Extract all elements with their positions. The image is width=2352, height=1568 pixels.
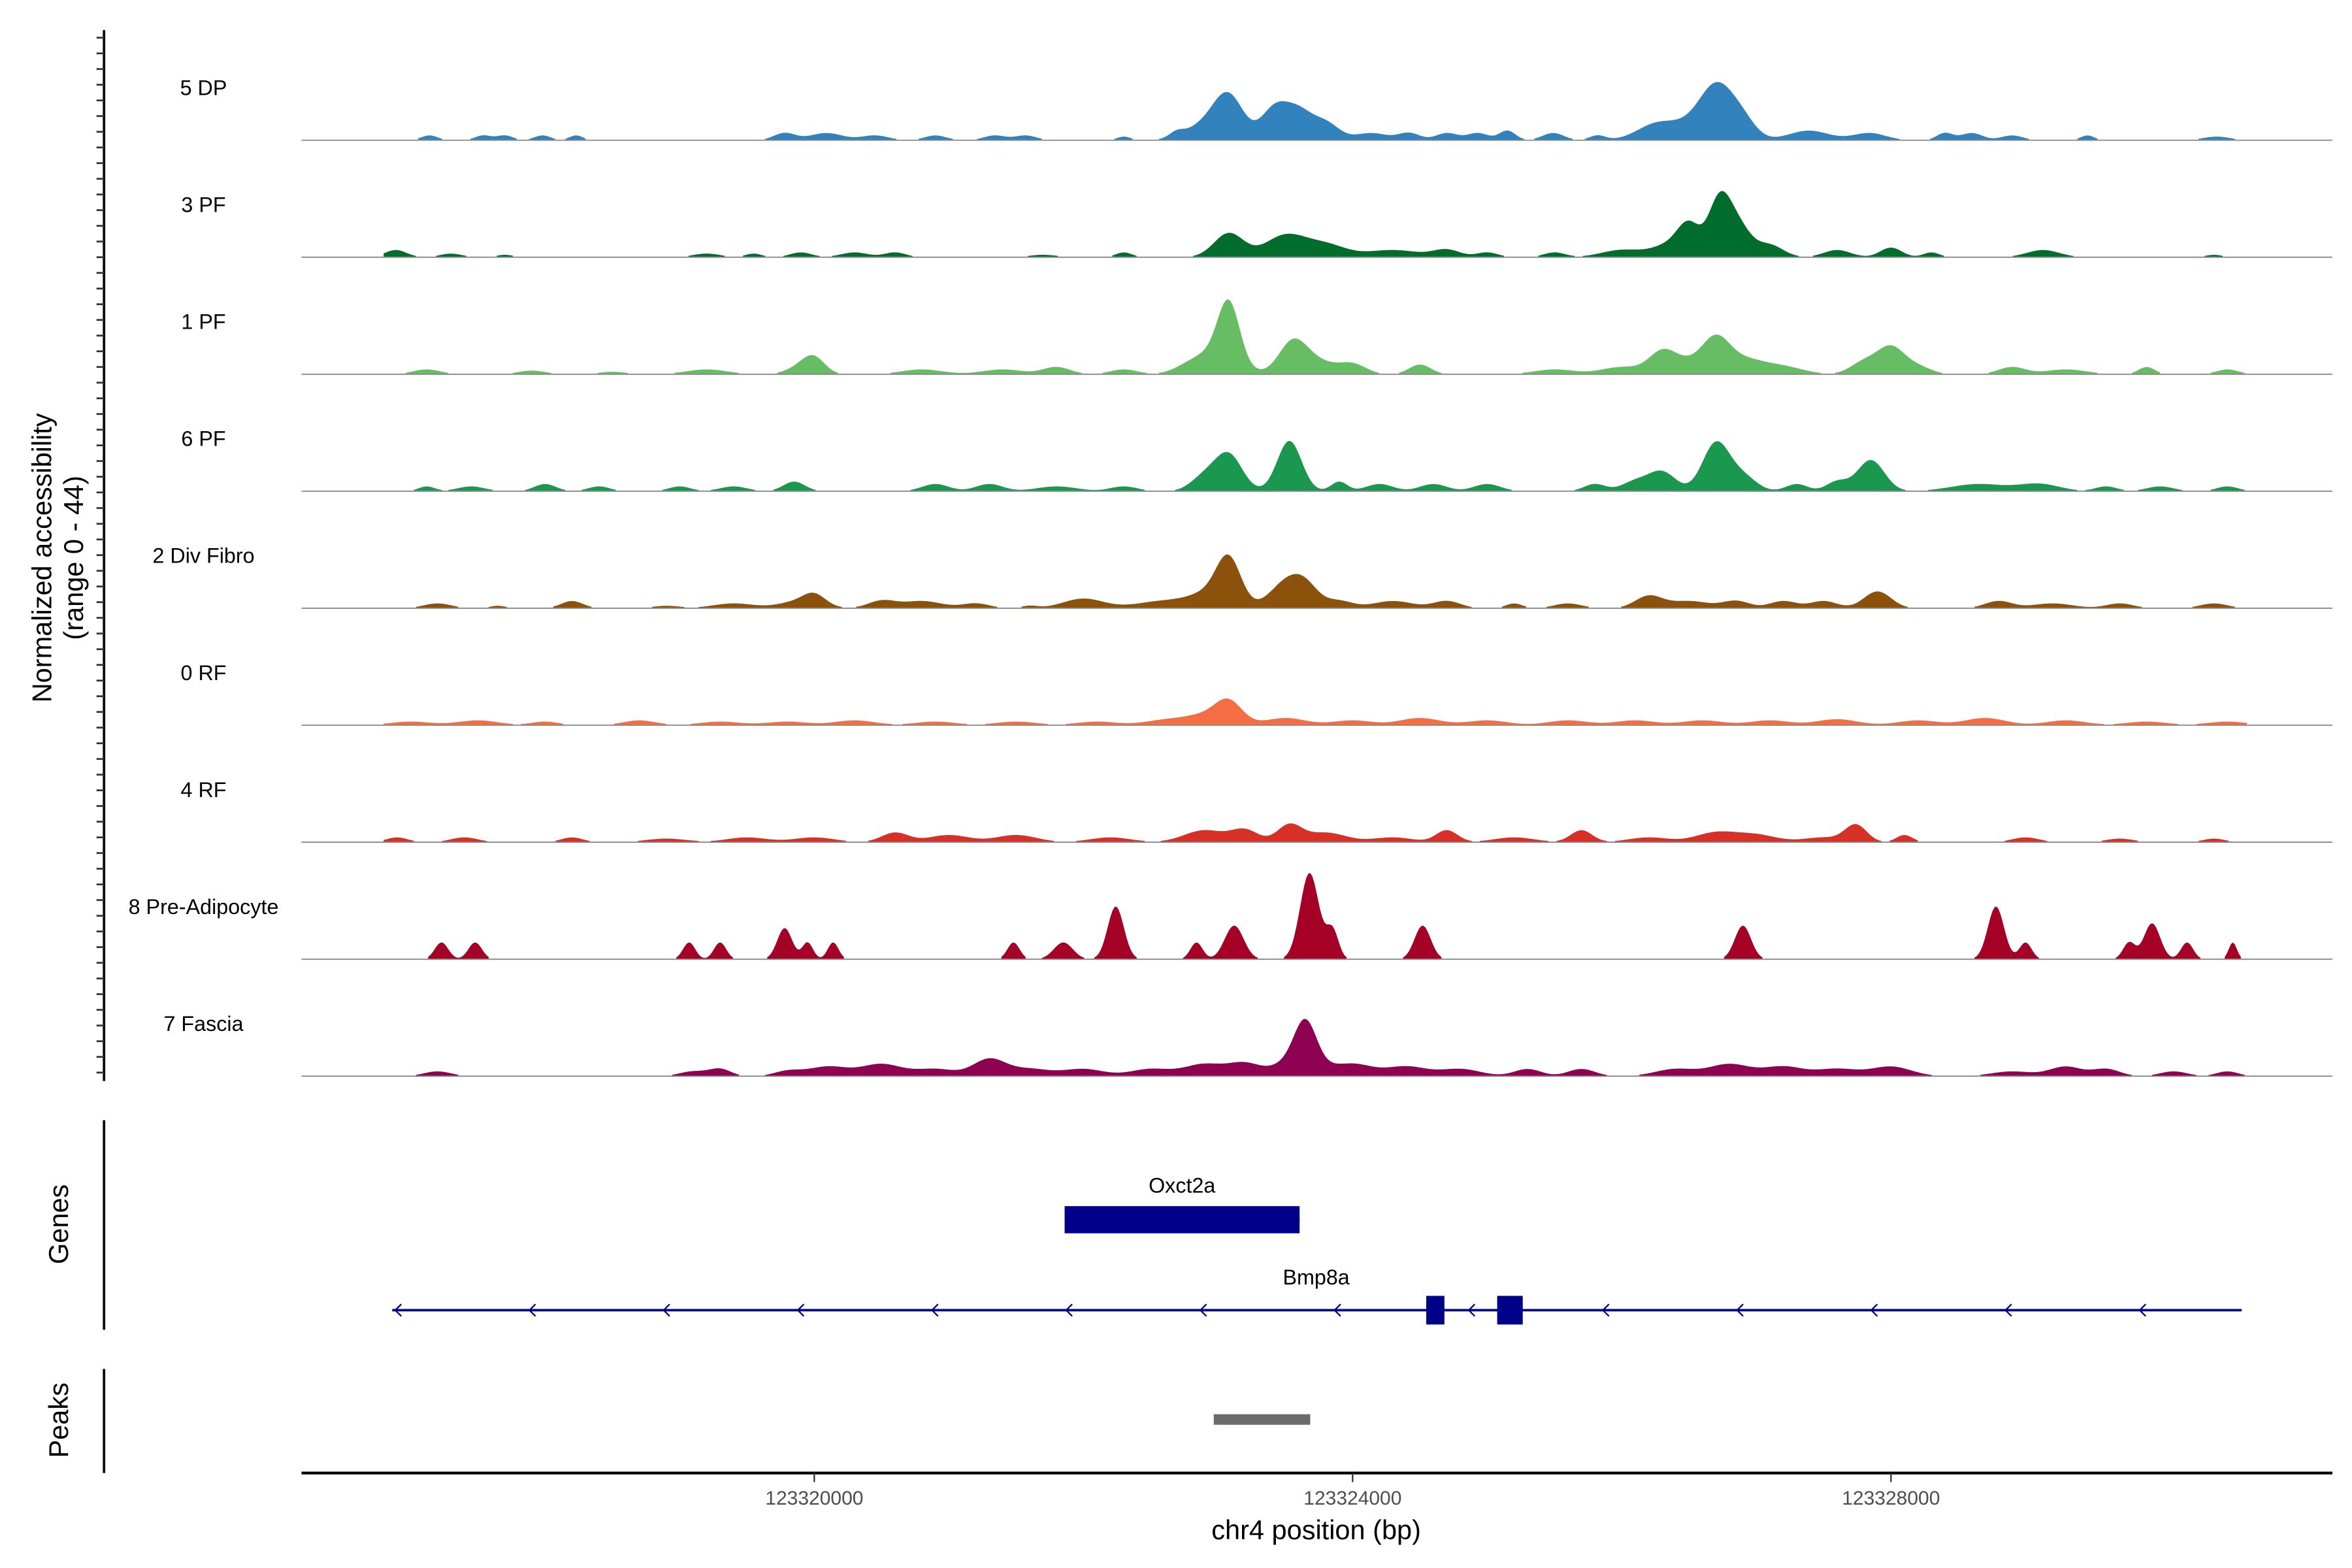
track-2-div-fibro: 2 Div Fibro	[152, 544, 2332, 609]
coverage-area	[428, 873, 2241, 960]
strand-arrow-icon	[662, 1303, 670, 1317]
x-tick-label: 123324000	[1303, 1488, 1401, 1509]
strand-arrow-icon	[1601, 1303, 1610, 1317]
gene-oxct2a: Oxct2a	[1064, 1173, 1300, 1233]
gene-annotation: Oxct2a Bmp8a	[392, 1173, 2242, 1325]
strand-arrow-icon	[930, 1303, 939, 1317]
y-axis-title: Normalized accessibility	[26, 413, 57, 702]
coverage-area	[384, 823, 2229, 843]
track-label: 2 Div Fibro	[152, 544, 254, 568]
track-label: 3 PF	[181, 193, 225, 216]
track-label: 7 Fascia	[164, 1012, 244, 1036]
strand-arrow-icon	[1065, 1303, 1073, 1317]
coverage-area	[417, 82, 2235, 140]
x-axis-title: chr4 position (bp)	[1211, 1514, 1421, 1545]
track-8-pre-adipocyte: 8 Pre-Adipocyte	[129, 873, 2332, 960]
gene-bmp8a: Bmp8a	[392, 1266, 2242, 1325]
track-3-pf: 3 PF	[181, 191, 2332, 258]
exon	[1426, 1296, 1445, 1325]
x-tick-label: 123320000	[765, 1488, 863, 1509]
track-5-dp: 5 DP	[180, 76, 2332, 141]
strand-arrow-icon	[796, 1303, 805, 1317]
peak-annotation	[1213, 1414, 1311, 1425]
strand-arrow-icon	[1333, 1303, 1341, 1317]
exon	[1064, 1206, 1300, 1233]
track-label: 1 PF	[181, 310, 225, 334]
y-axis	[96, 30, 106, 1081]
exon	[1497, 1296, 1523, 1325]
track-label: 6 PF	[181, 427, 225, 451]
track-label: 0 RF	[181, 661, 227, 685]
gene-label: Oxct2a	[1149, 1173, 1215, 1197]
coverage-area	[384, 698, 2247, 725]
strand-arrow-icon	[1870, 1303, 1878, 1317]
gene-label: Bmp8a	[1282, 1266, 1349, 1289]
x-axis-ticks: 123320000 123324000 123328000	[765, 1473, 1940, 1509]
strand-arrow-icon	[2138, 1303, 2147, 1317]
strand-arrow-icon	[1199, 1303, 1207, 1317]
track-label: 4 RF	[181, 778, 227, 802]
track-6-pf: 6 PF	[181, 427, 2332, 492]
x-tick-label: 123328000	[1842, 1488, 1940, 1509]
track-label: 5 DP	[180, 76, 227, 99]
coverage-area	[384, 191, 2223, 257]
coverage-area	[416, 554, 2235, 608]
track-label: 8 Pre-Adipocyte	[129, 895, 279, 919]
coverage-tracks: 5 DP 3 PF 1 PF 6 PF 2 Div Fibro 0 RF 4 RF 8 Pre…	[129, 76, 2332, 1077]
strand-arrow-icon	[528, 1303, 536, 1317]
peak-region	[1213, 1414, 1311, 1425]
strand-arrow-icon	[1467, 1303, 1476, 1317]
track-7-fascia: 7 Fascia	[164, 1012, 2332, 1077]
y-axis-subtitle: (range 0 - 44)	[58, 476, 89, 640]
track-4-rf: 4 RF	[181, 778, 2332, 843]
track-0-rf: 0 RF	[181, 661, 2332, 726]
peaks-panel-label: Peaks	[43, 1382, 74, 1458]
genes-panel-label: Genes	[43, 1184, 74, 1264]
strand-arrow-icon	[1736, 1303, 1744, 1317]
coverage-area	[416, 1019, 2246, 1077]
coverage-area	[414, 440, 2246, 491]
track-1-pf: 1 PF	[181, 299, 2332, 375]
coverage-area	[406, 299, 2246, 374]
strand-arrow-icon	[394, 1303, 402, 1317]
strand-arrow-icon	[2004, 1303, 2012, 1317]
